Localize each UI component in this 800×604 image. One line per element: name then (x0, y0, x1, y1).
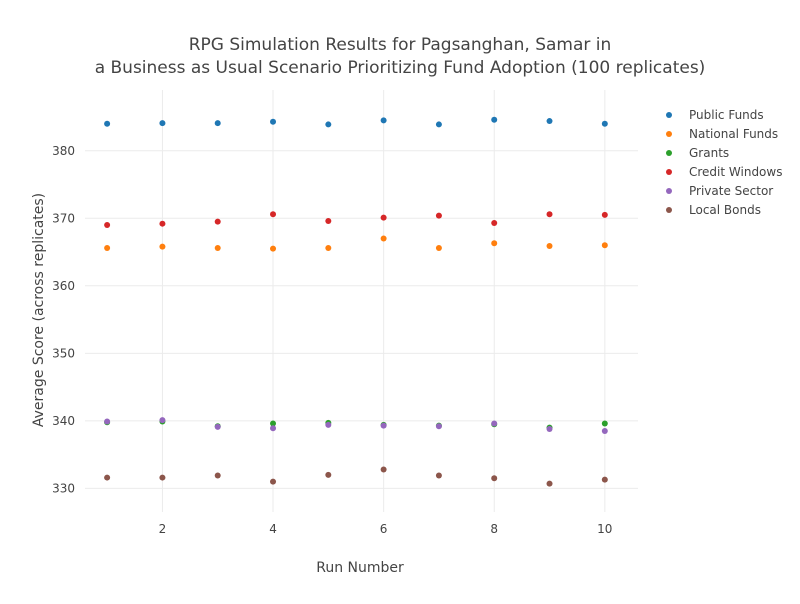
data-point-private-sector (546, 425, 553, 432)
data-point-private-sector (325, 421, 332, 428)
data-point-credit-windows (601, 211, 608, 218)
legend-label: Credit Windows (689, 165, 782, 179)
y-axis-ticks: 330 340 350 360 370 380 (52, 144, 75, 496)
data-point-local-bonds (214, 472, 221, 479)
legend-label: Private Sector (689, 184, 773, 198)
data-point-credit-windows (325, 217, 332, 224)
y-tick-label: 380 (52, 144, 75, 158)
chart-title: RPG Simulation Results for Pagsanghan, S… (95, 35, 706, 78)
data-point-private-sector (104, 418, 111, 425)
legend-marker (666, 112, 672, 118)
data-point-private-sector (380, 422, 387, 429)
y-tick-label: 370 (52, 211, 75, 225)
data-point-local-bonds (104, 474, 111, 481)
data-point-credit-windows (380, 214, 387, 221)
data-point-private-sector (491, 420, 498, 427)
data-point-local-bonds (435, 472, 442, 479)
data-point-local-bonds (159, 474, 166, 481)
data-points (104, 116, 608, 487)
data-point-credit-windows (546, 211, 553, 218)
data-point-grants (601, 420, 608, 427)
data-point-local-bonds (380, 466, 387, 473)
legend-label: Grants (689, 146, 729, 160)
x-tick-label: 4 (269, 522, 277, 536)
x-tick-label: 8 (490, 522, 498, 536)
legend-marker (666, 207, 672, 213)
data-point-private-sector (601, 427, 608, 434)
data-point-national-funds (491, 240, 498, 247)
data-point-national-funds (546, 242, 553, 249)
y-tick-label: 360 (52, 279, 75, 293)
data-point-credit-windows (491, 220, 498, 227)
data-point-public-funds (214, 120, 221, 127)
data-point-national-funds (325, 244, 332, 251)
legend-label: Public Funds (689, 108, 764, 122)
data-point-public-funds (435, 121, 442, 128)
series-national-funds (104, 235, 608, 252)
data-point-credit-windows (270, 211, 277, 218)
legend-item-national-funds[interactable]: National Funds (666, 127, 778, 141)
y-tick-label: 340 (52, 414, 75, 428)
y-tick-label: 350 (52, 346, 75, 360)
legend[interactable]: Public Funds National Funds Grants Credit W… (666, 108, 782, 217)
x-axis-title: Run Number (316, 560, 404, 576)
data-point-private-sector (270, 425, 277, 432)
data-point-national-funds (104, 244, 111, 251)
data-point-local-bonds (325, 471, 332, 478)
data-point-national-funds (380, 235, 387, 242)
legend-label: Local Bonds (689, 203, 761, 217)
series-grants (104, 418, 608, 431)
legend-marker (666, 150, 672, 156)
x-tick-label: 10 (597, 522, 612, 536)
legend-item-credit-windows[interactable]: Credit Windows (666, 165, 782, 179)
legend-marker (666, 188, 672, 194)
y-axis-title: Average Score (across replicates) (31, 193, 47, 427)
legend-marker (666, 169, 672, 175)
data-point-national-funds (270, 245, 277, 252)
data-point-national-funds (435, 244, 442, 251)
data-point-local-bonds (546, 480, 553, 487)
data-point-credit-windows (159, 220, 166, 227)
data-point-public-funds (491, 116, 498, 123)
data-point-public-funds (546, 118, 553, 125)
data-point-national-funds (159, 243, 166, 250)
data-point-national-funds (601, 242, 608, 249)
x-tick-label: 2 (159, 522, 167, 536)
chart-title-line-2: a Business as Usual Scenario Prioritizin… (95, 58, 706, 78)
series-public-funds (104, 116, 608, 128)
legend-item-local-bonds[interactable]: Local Bonds (666, 203, 761, 217)
x-tick-label: 6 (380, 522, 388, 536)
legend-marker (666, 131, 672, 137)
data-point-private-sector (435, 423, 442, 430)
data-point-public-funds (159, 120, 166, 127)
legend-label: National Funds (689, 127, 778, 141)
gridlines (85, 90, 638, 512)
data-point-credit-windows (104, 222, 111, 229)
data-point-private-sector (159, 417, 166, 424)
data-point-public-funds (601, 120, 608, 127)
data-point-local-bonds (601, 476, 608, 483)
data-point-public-funds (325, 121, 332, 128)
data-point-credit-windows (214, 218, 221, 225)
legend-item-private-sector[interactable]: Private Sector (666, 184, 773, 198)
data-point-public-funds (104, 120, 111, 127)
data-point-public-funds (380, 117, 387, 124)
legend-item-public-funds[interactable]: Public Funds (666, 108, 764, 122)
series-credit-windows (104, 211, 608, 229)
data-point-national-funds (214, 244, 221, 251)
x-axis-ticks: 2 4 6 8 10 (159, 522, 613, 536)
series-local-bonds (104, 466, 608, 487)
data-point-credit-windows (435, 212, 442, 219)
chart-title-line-1: RPG Simulation Results for Pagsanghan, S… (189, 35, 612, 55)
data-point-private-sector (214, 423, 221, 430)
series-private-sector (104, 417, 608, 434)
data-point-grants (270, 420, 277, 427)
legend-item-grants[interactable]: Grants (666, 146, 729, 160)
y-tick-label: 330 (52, 481, 75, 495)
data-point-local-bonds (491, 475, 498, 482)
data-point-public-funds (270, 118, 277, 125)
data-point-local-bonds (270, 478, 277, 485)
